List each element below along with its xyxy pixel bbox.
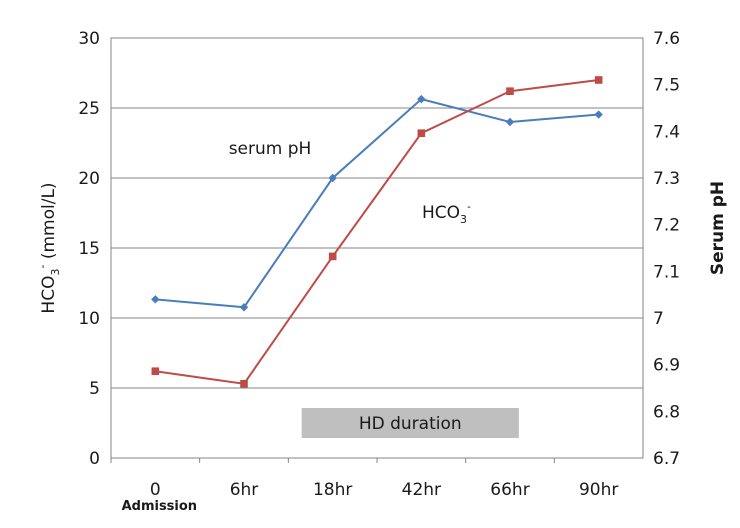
right-tick-label: 7.1 [653, 262, 680, 282]
data-point-diamond [417, 94, 426, 104]
left-tick-label: 0 [89, 449, 100, 469]
data-point-diamond [505, 117, 515, 127]
serum-ph-annotation: serum pH [229, 139, 312, 159]
x-tick-label: 0 [150, 480, 161, 500]
right-axis-ticks: 6.7 6.8 6.9 7 7.1 7.2 7.3 7.4 7.5 7.6 [653, 29, 680, 469]
data-point-square [240, 380, 248, 388]
left-axis-title-sub: 3 [49, 269, 62, 276]
hco3-annotation-sup: - [467, 200, 471, 213]
hd-duration-label: HD duration [359, 414, 462, 434]
hco3-annotation-sub: 3 [460, 213, 467, 226]
data-point-diamond [594, 110, 603, 119]
left-tick-label: 15 [78, 239, 100, 259]
x-tick-label: 90hr [579, 480, 618, 500]
data-point-square [151, 367, 160, 375]
gridlines [111, 37, 643, 459]
data-point-square [594, 76, 603, 84]
data-point-diamond [239, 303, 249, 312]
x-tick-label: 18hr [313, 480, 352, 500]
right-tick-label: 7 [653, 309, 664, 329]
left-tick-label: 10 [78, 309, 100, 329]
left-axis-title-main: HCO [39, 276, 59, 314]
hd-duration-bar: HD duration [301, 408, 519, 438]
data-point-square [506, 87, 514, 95]
right-tick-label: 7.3 [653, 169, 680, 189]
left-tick-label: 5 [89, 379, 100, 399]
hco3-annotation-main: HCO [422, 203, 460, 223]
series-line-0 [155, 98, 599, 309]
left-tick-label: 30 [78, 29, 100, 49]
left-tick-label: 25 [78, 99, 100, 119]
right-tick-label: 7.5 [653, 76, 680, 96]
left-tick-label: 20 [78, 169, 100, 189]
left-axis-title: HCO3- (mmol/L) [36, 182, 62, 313]
left-axis-title-rest: (mmol/L) [39, 182, 59, 264]
right-tick-label: 6.7 [653, 449, 680, 469]
right-axis-title: Serum pH [708, 181, 728, 275]
hd-duration-box [301, 408, 519, 438]
data-point-diamond [328, 173, 337, 183]
right-tick-label: 7.2 [653, 216, 680, 236]
data-point-square [417, 129, 426, 137]
series-line-1 [155, 79, 599, 385]
right-tick-label: 6.8 [653, 402, 680, 422]
right-tick-label: 7.4 [653, 122, 680, 142]
x-tick-label: 42hr [402, 480, 441, 500]
data-point-square [328, 252, 337, 261]
left-axis-title-sup: - [36, 265, 49, 269]
x-tick-label: 66hr [490, 480, 529, 500]
left-axis-ticks: 0 5 10 15 20 25 30 [78, 29, 100, 469]
hco3-annotation: HCO3- [422, 200, 471, 226]
series-layer [151, 76, 603, 388]
right-tick-label: 6.9 [653, 356, 680, 376]
x-tick-sublabel: Admission [122, 499, 198, 514]
x-tick-label: 6hr [230, 480, 259, 500]
data-point-diamond [151, 295, 160, 304]
right-tick-label: 7.6 [653, 29, 680, 49]
